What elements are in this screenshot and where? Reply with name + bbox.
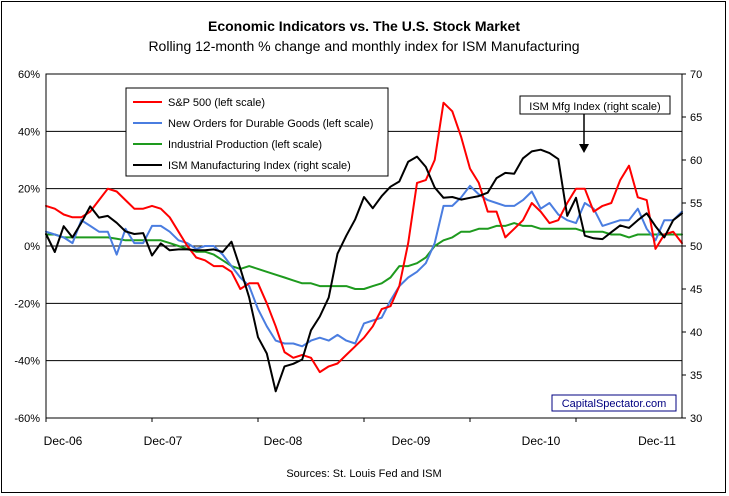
axis-layer: -60% -40% -20% 0% 20% 40% 60% 30 35 40 45 50 55 60 65 7… — [14, 69, 702, 448]
y-left-tick-label: 0% — [24, 241, 40, 253]
source-note: Sources: St. Louis Fed and ISM — [286, 468, 441, 480]
y-left-tick-label: -40% — [14, 356, 40, 368]
x-tick-label: Dec-10 — [522, 434, 561, 448]
series-line-0 — [45, 101, 683, 374]
annotation-text: ISM Mfg Index (right scale) — [529, 101, 660, 113]
y-right-tick-label: 70 — [690, 69, 702, 81]
x-tick-label: Dec-08 — [264, 434, 303, 448]
y-right-tick-label: 40 — [690, 327, 702, 339]
x-tick-label: Dec-06 — [44, 434, 83, 448]
y-right-tick-label: 45 — [690, 284, 702, 296]
chart-subtitle: Rolling 12-month % change and monthly in… — [148, 38, 579, 54]
legend-label-3: ISM Manufacturing Index (right scale) — [168, 160, 351, 172]
y-left-tick-label: 40% — [18, 126, 40, 138]
legend-label-2: Industrial Production (left scale) — [168, 139, 322, 151]
series-line-2 — [45, 222, 683, 290]
watermark-text: CapitalSpectator.com — [562, 398, 667, 410]
y-left-tick-label: -60% — [14, 413, 40, 425]
y-right-tick-label: 35 — [690, 370, 702, 382]
y-left-tick-label: -20% — [14, 298, 40, 310]
annotation-box — [519, 95, 671, 115]
legend: S&P 500 (left scale) New Orders for Durab… — [125, 87, 389, 177]
y-right-tick-label: 30 — [690, 413, 702, 425]
x-tick-label: Dec-11 — [638, 434, 676, 448]
legend-label-0: S&P 500 (left scale) — [168, 97, 265, 109]
y-right-tick-label: 55 — [690, 198, 702, 210]
y-left-tick-label: 60% — [18, 69, 40, 81]
chart-title: Economic Indicators vs. The U.S. Stock M… — [208, 18, 520, 34]
x-tick-label: Dec-07 — [144, 434, 183, 448]
legend-label-1: New Orders for Durable Goods (left scale… — [168, 118, 373, 130]
watermark: CapitalSpectator.com — [551, 394, 677, 412]
legend-box — [125, 87, 389, 177]
series-line-3 — [45, 148, 683, 393]
y-left-tick-label: 20% — [18, 184, 40, 196]
series-layer — [45, 101, 683, 393]
annotation: ISM Mfg Index (right scale) — [519, 95, 671, 153]
annotation-arrow-head — [579, 144, 589, 153]
y-right-tick-label: 65 — [690, 112, 702, 124]
y-right-tick-label: 60 — [690, 155, 702, 167]
y-right-tick-label: 50 — [690, 241, 702, 253]
x-tick-label: Dec-09 — [392, 434, 431, 448]
watermark-box — [551, 394, 677, 412]
series-line-1 — [45, 184, 683, 348]
